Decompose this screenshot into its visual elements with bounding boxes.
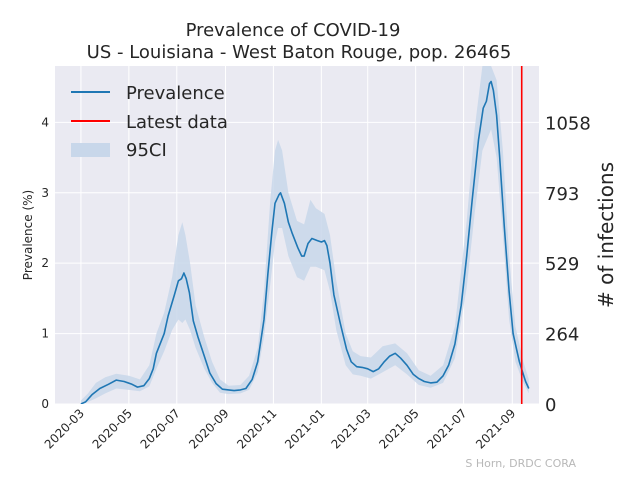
y-tick-label-left: 1 <box>41 327 49 341</box>
y-tick-label-right: 793 <box>545 184 579 205</box>
legend-label-95ci: 95CI <box>126 140 167 161</box>
x-tick-label: 2021-03 <box>328 406 373 451</box>
x-tick-label: 2020-03 <box>42 406 87 451</box>
grid-lines <box>55 66 539 405</box>
credit-text: S Horn, DRDC CORA <box>465 457 576 470</box>
x-tick-label: 2020-07 <box>138 406 183 451</box>
legend-label-prevalence: Prevalence <box>126 83 225 104</box>
prevalence-line <box>80 80 530 404</box>
y-axis-label-right: # of infections <box>594 162 618 308</box>
y-tick-label-left: 0 <box>41 397 49 411</box>
y-tick-label-left: 3 <box>41 186 49 200</box>
y-tick-label-right: 1058 <box>545 113 591 134</box>
x-tick-label: 2021-07 <box>424 406 469 451</box>
y-tick-label-right: 264 <box>545 325 579 346</box>
legend-label-latest-data: Latest data <box>126 112 228 133</box>
x-tick-label: 2021-01 <box>282 406 327 451</box>
x-tick-label: 2021-09 <box>473 406 518 451</box>
y-axis-label-left: Prevalence (%) <box>21 190 35 280</box>
legend-swatch-95ci <box>71 143 110 157</box>
x-tick-label: 2021-05 <box>376 406 421 451</box>
y-tick-label-left: 2 <box>41 256 49 270</box>
y-tick-label-right: 529 <box>545 254 579 275</box>
x-tick-label: 2020-11 <box>234 406 279 451</box>
x-tick-label: 2020-05 <box>90 406 135 451</box>
chart-title: Prevalence of COVID-19 <box>186 20 401 41</box>
chart-subtitle: US - Louisiana - West Baton Rouge, pop. … <box>87 42 512 63</box>
y-tick-label-left: 4 <box>41 115 49 129</box>
x-tick-label: 2020-09 <box>186 406 231 451</box>
y-tick-label-right: 0 <box>545 395 556 416</box>
prevalence-line-layer <box>80 80 530 404</box>
legend: Prevalence Latest data 95CI <box>71 83 228 161</box>
